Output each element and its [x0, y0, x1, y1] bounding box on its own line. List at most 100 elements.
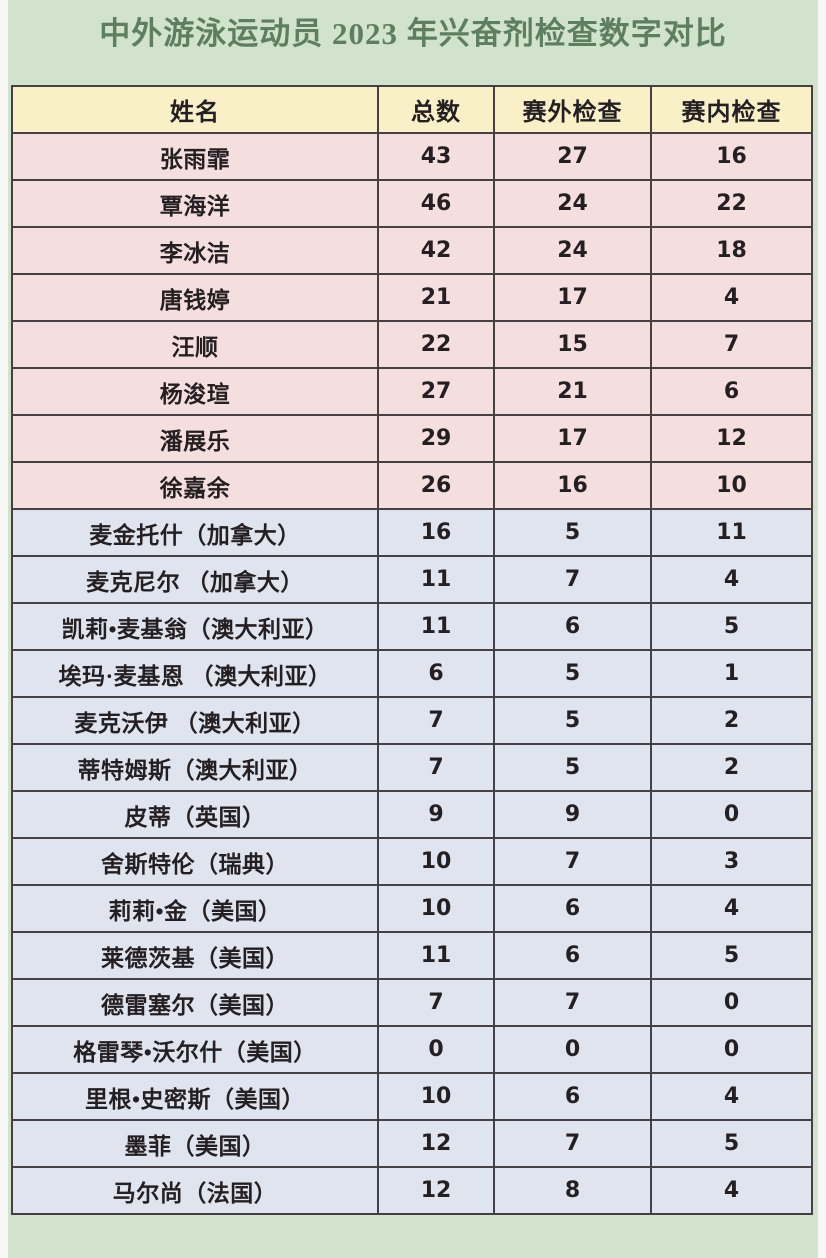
in-competition-cell: 4	[650, 555, 813, 604]
table-header: 姓名 总数 赛外检查 赛内检查	[11, 85, 813, 134]
table-row: 潘展乐 29 17 12	[11, 414, 813, 463]
out-of-competition-cell: 8	[493, 1166, 652, 1215]
out-of-competition-cell: 24	[493, 226, 652, 275]
athlete-name-cell: 里根•史密斯（美国）	[11, 1072, 379, 1121]
total-count-cell: 10	[377, 1072, 495, 1121]
page-background-panel: 中外游泳运动员 2023 年兴奋剂检查数字对比 姓名 总数 赛外检查 赛内检查 …	[8, 0, 818, 1258]
total-count-cell: 46	[377, 179, 495, 228]
out-of-competition-cell: 6	[493, 884, 652, 933]
column-header-total: 总数	[377, 85, 495, 134]
total-count-cell: 10	[377, 884, 495, 933]
athlete-name-cell: 舍斯特伦（瑞典）	[11, 837, 379, 886]
total-count-cell: 16	[377, 508, 495, 557]
total-count-cell: 11	[377, 555, 495, 604]
out-of-competition-cell: 6	[493, 1072, 652, 1121]
out-of-competition-cell: 7	[493, 1119, 652, 1168]
out-of-competition-cell: 16	[493, 461, 652, 510]
table-row: 徐嘉余 26 16 10	[11, 461, 813, 510]
column-header-in-competition: 赛内检查	[650, 85, 813, 134]
athlete-name-cell: 李冰洁	[11, 226, 379, 275]
total-count-cell: 21	[377, 273, 495, 322]
column-header-out-of-competition: 赛外检查	[493, 85, 652, 134]
athlete-name-cell: 莱德茨基（美国）	[11, 931, 379, 980]
in-competition-cell: 5	[650, 602, 813, 651]
out-of-competition-cell: 5	[493, 743, 652, 792]
table-row: 德雷塞尔（美国） 7 7 0	[11, 978, 813, 1027]
athlete-name-cell: 杨浚瑄	[11, 367, 379, 416]
table-row: 格雷琴•沃尔什（美国） 0 0 0	[11, 1025, 813, 1074]
table-row: 汪顺 22 15 7	[11, 320, 813, 369]
out-of-competition-cell: 27	[493, 132, 652, 181]
athlete-name-cell: 埃玛·麦基恩 （澳大利亚）	[11, 649, 379, 698]
table-row: 皮蒂（英国） 9 9 0	[11, 790, 813, 839]
table-row: 莉莉•金（美国） 10 6 4	[11, 884, 813, 933]
out-of-competition-cell: 5	[493, 649, 652, 698]
total-count-cell: 11	[377, 602, 495, 651]
total-count-cell: 12	[377, 1119, 495, 1168]
athlete-name-cell: 潘展乐	[11, 414, 379, 463]
table-row: 张雨霏 43 27 16	[11, 132, 813, 181]
out-of-competition-cell: 6	[493, 931, 652, 980]
athlete-name-cell: 凯莉•麦基翁（澳大利亚）	[11, 602, 379, 651]
in-competition-cell: 2	[650, 743, 813, 792]
total-count-cell: 11	[377, 931, 495, 980]
page-title: 中外游泳运动员 2023 年兴奋剂检查数字对比	[99, 16, 727, 51]
table-body: 张雨霏 43 27 16 覃海洋 46 24 22 李冰洁 42 24 18 唐钱婷 21 17 4 汪顺 22 1…	[11, 132, 813, 1215]
table-row: 杨浚瑄 27 21 6	[11, 367, 813, 416]
table-row: 马尔尚（法国） 12 8 4	[11, 1166, 813, 1215]
athlete-name-cell: 墨菲（美国）	[11, 1119, 379, 1168]
in-competition-cell: 4	[650, 1072, 813, 1121]
in-competition-cell: 18	[650, 226, 813, 275]
athlete-name-cell: 覃海洋	[11, 179, 379, 228]
table-row: 舍斯特伦（瑞典） 10 7 3	[11, 837, 813, 886]
table-row: 唐钱婷 21 17 4	[11, 273, 813, 322]
in-competition-cell: 1	[650, 649, 813, 698]
table-row: 莱德茨基（美国） 11 6 5	[11, 931, 813, 980]
out-of-competition-cell: 24	[493, 179, 652, 228]
athlete-name-cell: 汪顺	[11, 320, 379, 369]
out-of-competition-cell: 0	[493, 1025, 652, 1074]
in-competition-cell: 0	[650, 978, 813, 1027]
total-count-cell: 26	[377, 461, 495, 510]
table-row: 麦克沃伊 （澳大利亚） 7 5 2	[11, 696, 813, 745]
table-row: 麦克尼尔 （加拿大） 11 7 4	[11, 555, 813, 604]
athlete-name-cell: 徐嘉余	[11, 461, 379, 510]
in-competition-cell: 4	[650, 884, 813, 933]
table-row: 凯莉•麦基翁（澳大利亚） 11 6 5	[11, 602, 813, 651]
in-competition-cell: 5	[650, 931, 813, 980]
out-of-competition-cell: 17	[493, 273, 652, 322]
in-competition-cell: 22	[650, 179, 813, 228]
header-row: 姓名 总数 赛外检查 赛内检查	[11, 85, 813, 134]
in-competition-cell: 0	[650, 790, 813, 839]
total-count-cell: 27	[377, 367, 495, 416]
athlete-name-cell: 唐钱婷	[11, 273, 379, 322]
in-competition-cell: 12	[650, 414, 813, 463]
in-competition-cell: 10	[650, 461, 813, 510]
in-competition-cell: 4	[650, 1166, 813, 1215]
athlete-name-cell: 麦克沃伊 （澳大利亚）	[11, 696, 379, 745]
total-count-cell: 10	[377, 837, 495, 886]
out-of-competition-cell: 6	[493, 602, 652, 651]
out-of-competition-cell: 21	[493, 367, 652, 416]
total-count-cell: 6	[377, 649, 495, 698]
athlete-name-cell: 马尔尚（法国）	[11, 1166, 379, 1215]
table-row: 麦金托什（加拿大） 16 5 11	[11, 508, 813, 557]
total-count-cell: 7	[377, 696, 495, 745]
athlete-name-cell: 蒂特姆斯（澳大利亚）	[11, 743, 379, 792]
table-row: 里根•史密斯（美国） 10 6 4	[11, 1072, 813, 1121]
doping-test-table: 姓名 总数 赛外检查 赛内检查 张雨霏 43 27 16 覃海洋 46 24 22 李冰洁 42 2…	[11, 85, 813, 1215]
total-count-cell: 7	[377, 978, 495, 1027]
table-row: 埃玛·麦基恩 （澳大利亚） 6 5 1	[11, 649, 813, 698]
athlete-name-cell: 麦克尼尔 （加拿大）	[11, 555, 379, 604]
in-competition-cell: 11	[650, 508, 813, 557]
column-header-name: 姓名	[11, 85, 379, 134]
out-of-competition-cell: 17	[493, 414, 652, 463]
out-of-competition-cell: 5	[493, 696, 652, 745]
in-competition-cell: 5	[650, 1119, 813, 1168]
in-competition-cell: 6	[650, 367, 813, 416]
in-competition-cell: 2	[650, 696, 813, 745]
total-count-cell: 12	[377, 1166, 495, 1215]
out-of-competition-cell: 7	[493, 837, 652, 886]
total-count-cell: 43	[377, 132, 495, 181]
table-row: 李冰洁 42 24 18	[11, 226, 813, 275]
